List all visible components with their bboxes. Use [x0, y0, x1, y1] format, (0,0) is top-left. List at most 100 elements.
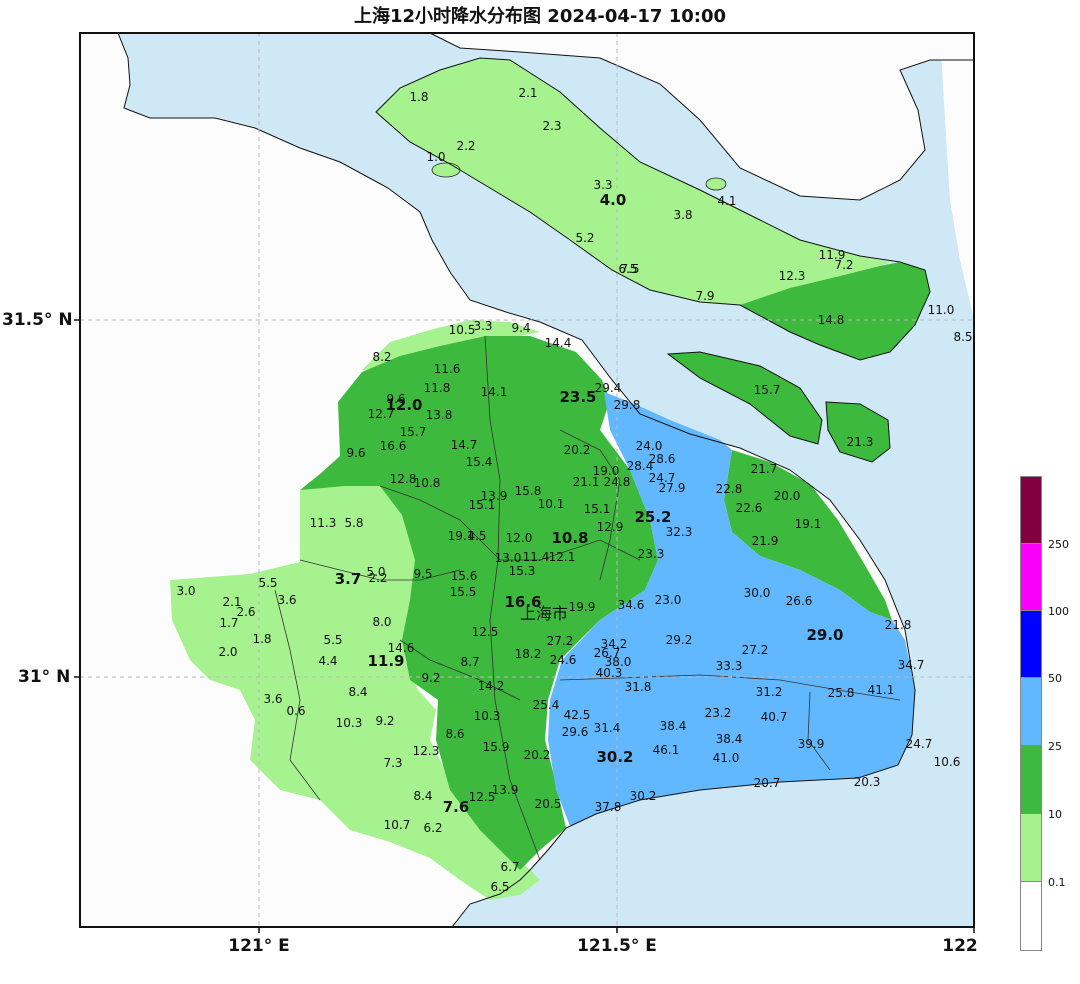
station-value: 1.7 — [219, 616, 238, 630]
station-value: 9.2 — [421, 671, 440, 685]
station-value: 2.1 — [518, 86, 537, 100]
station-value: 38.0 — [605, 655, 632, 669]
station-value: 8.6 — [445, 727, 464, 741]
legend-band-0 — [1020, 881, 1042, 951]
station-value: 3.0 — [176, 584, 195, 598]
station-value: 27.9 — [659, 481, 686, 495]
station-value: 21.3 — [847, 435, 874, 449]
station-value: 15.1 — [584, 502, 611, 516]
rain-zone-0-10 — [170, 476, 540, 900]
northern-shore — [430, 33, 974, 200]
station-value: 6.5 — [490, 880, 509, 894]
station-value: 24.8 — [604, 475, 631, 489]
station-value: 27.2 — [547, 634, 574, 648]
station-value: 24.0 — [636, 439, 663, 453]
east-land — [940, 33, 974, 320]
precipitation-legend — [1020, 476, 1042, 951]
station-value: 13.9 — [481, 489, 508, 503]
station-value: 37.8 — [595, 800, 622, 814]
station-value: 21.7 — [751, 462, 778, 476]
station-value: 8.5 — [953, 330, 972, 344]
legend-tick: 100 — [1048, 605, 1069, 618]
station-value: 6.2 — [423, 821, 442, 835]
station-value: 22.8 — [716, 482, 743, 496]
station-value: 20.5 — [535, 797, 562, 811]
lat-label-31: 31° N — [18, 667, 71, 687]
station-value: 34.7 — [898, 658, 925, 672]
station-value: 8.0 — [372, 615, 391, 629]
station-value: 12.3 — [779, 269, 806, 283]
station-value: 15.1 — [469, 498, 496, 512]
legend-tick: 0.1 — [1048, 876, 1066, 889]
station-value: 25.4 — [533, 698, 560, 712]
map-frame — [79, 32, 975, 928]
station-value: 12.3 — [413, 744, 440, 758]
station-value: 10.8 — [414, 476, 441, 490]
chongming-east-green — [740, 262, 930, 360]
station-value: 11.9 — [819, 248, 846, 262]
station-value: 7.2 — [834, 258, 853, 272]
station-value: 3.3 — [593, 178, 612, 192]
rain-zone-25-50 — [548, 392, 915, 826]
station-value: 15.8 — [515, 484, 542, 498]
station-value: 40.3 — [596, 666, 623, 680]
station-value: 3.6 — [263, 692, 282, 706]
station-value: 23.5 — [559, 388, 596, 406]
station-value: 40.7 — [761, 710, 788, 724]
lon-label-122: 122 — [942, 936, 978, 956]
station-value: 24.6 — [550, 653, 577, 667]
station-value: 14.1 — [481, 385, 508, 399]
station-value: 9.6 — [386, 392, 405, 406]
station-value: 20.7 — [754, 776, 781, 790]
legend-tick: 50 — [1048, 672, 1062, 685]
station-value: 15.9 — [483, 740, 510, 754]
station-value: 12.7 — [368, 407, 395, 421]
station-value: 18.2 — [515, 647, 542, 661]
station-value: 0.6 — [286, 704, 305, 718]
station-value: 26.6 — [786, 594, 813, 608]
station-value: 4.1 — [717, 194, 736, 208]
station-value: 11.0 — [928, 303, 955, 317]
station-value: 12.9 — [597, 520, 624, 534]
station-value: 21.1 — [573, 475, 600, 489]
station-value: 5.2 — [575, 231, 594, 245]
station-value: 19.1 — [795, 517, 822, 531]
legend-tick: 25 — [1048, 740, 1062, 753]
station-value: 13.0 — [495, 551, 522, 565]
station-value: 25.8 — [828, 686, 855, 700]
station-value: 1.0 — [426, 150, 445, 164]
station-value: 25.2 — [634, 508, 671, 526]
islet — [705, 177, 727, 191]
station-value: 4.5 — [467, 529, 486, 543]
station-value: 8.2 — [372, 350, 391, 364]
station-value: 10.8 — [551, 529, 588, 547]
station-value: 28.6 — [649, 452, 676, 466]
station-value: 27.2 — [742, 643, 769, 657]
station-value: 6.7 — [500, 860, 519, 874]
station-value: 7.3 — [383, 756, 402, 770]
station-value: 11.9 — [367, 652, 404, 670]
legend-band-0-1 — [1020, 813, 1042, 882]
station-value: 19.0 — [593, 464, 620, 478]
station-value: 24.7 — [906, 737, 933, 751]
legend-band-10 — [1020, 745, 1042, 814]
legend-band-50 — [1020, 610, 1042, 678]
station-value: 3.6 — [277, 593, 296, 607]
station-value: 10.5 — [449, 323, 476, 337]
station-value: 4.0 — [600, 191, 627, 209]
station-value: 8.4 — [348, 685, 367, 699]
station-value: 7.6 — [443, 798, 470, 816]
station-value: 20.3 — [854, 775, 881, 789]
station-value: 15.5 — [450, 585, 477, 599]
station-value: 9.6 — [346, 446, 365, 460]
station-value: 10.1 — [538, 497, 565, 511]
legend-band-250 — [1020, 476, 1042, 544]
station-value: 29.4 — [595, 381, 622, 395]
station-value: 5.5 — [258, 576, 277, 590]
station-value: 31.4 — [594, 721, 621, 735]
station-value: 21.8 — [885, 618, 912, 632]
lon-label-121-5: 121.5° E — [577, 936, 657, 956]
legend-band-25 — [1020, 677, 1042, 746]
rain-zone-10-25 — [300, 336, 658, 870]
